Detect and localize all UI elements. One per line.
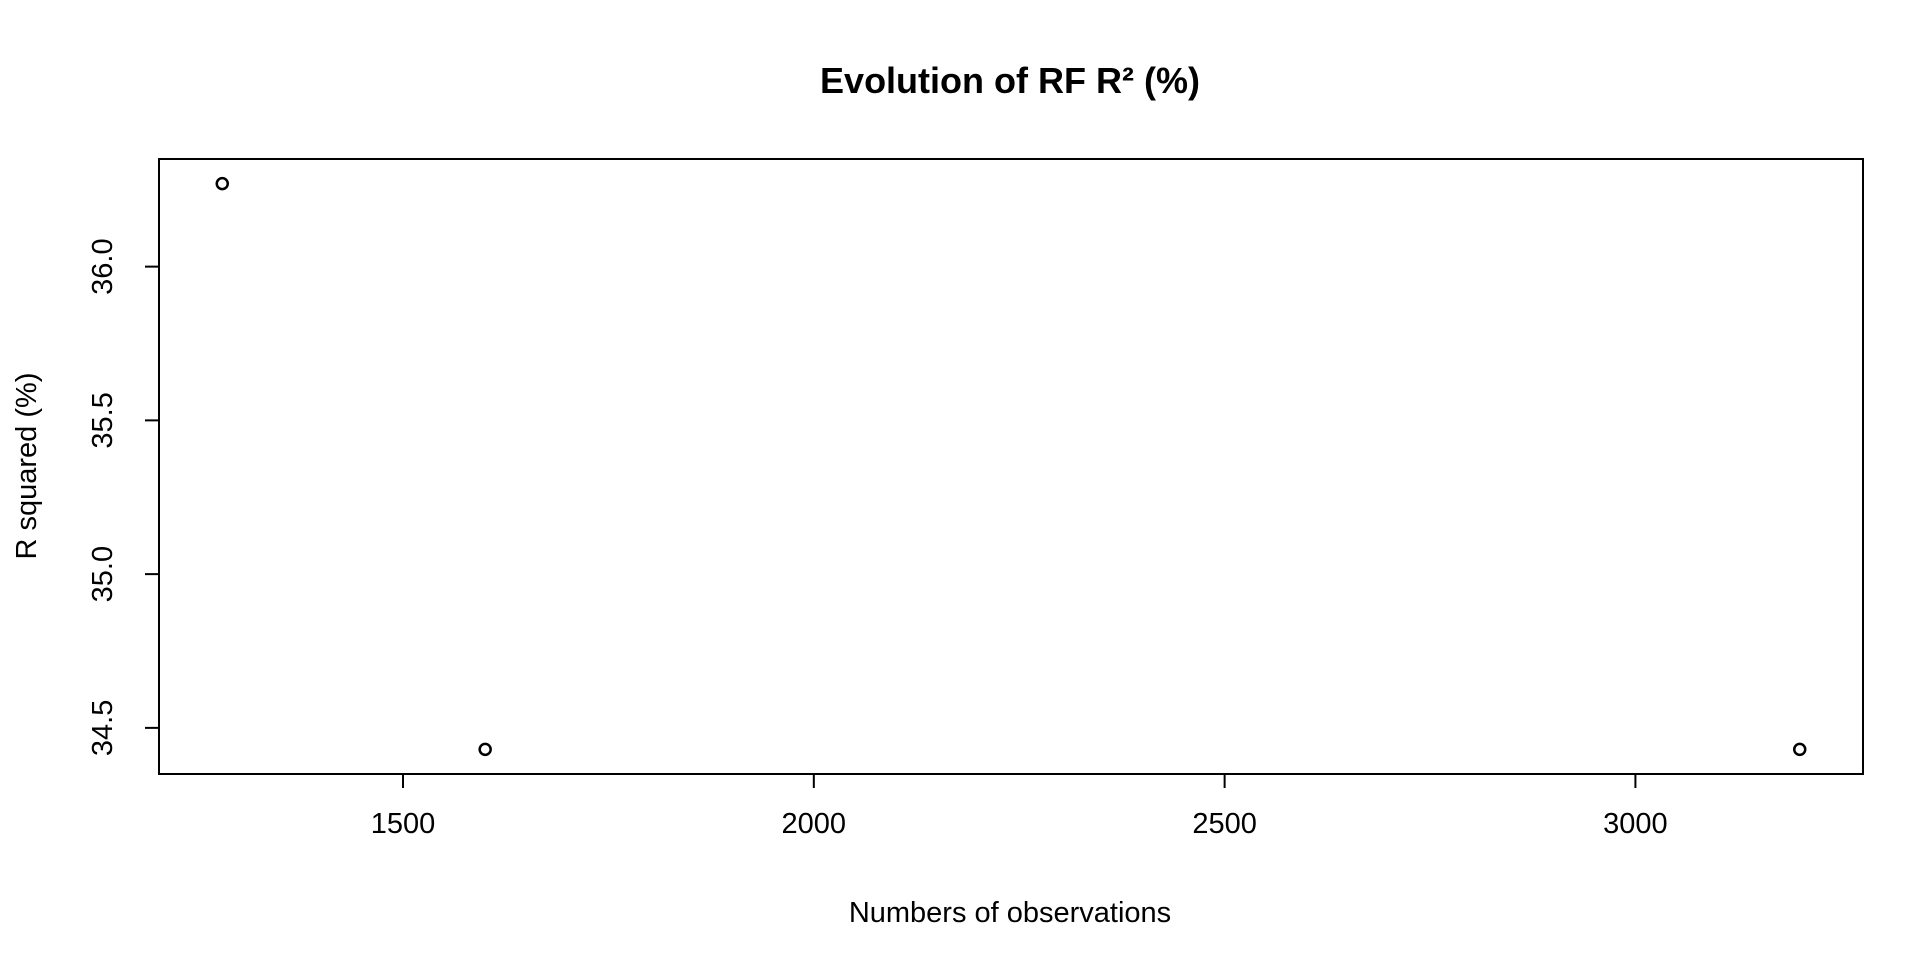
y-tick-label: 35.0: [87, 546, 119, 602]
y-tick-label: 36.0: [87, 238, 119, 294]
x-tick-label: 2000: [782, 808, 847, 840]
x-tick-label: 1500: [371, 808, 436, 840]
x-axis: 1500 2000 2500 3000: [371, 773, 1668, 840]
y-axis: 34.5 35.0 35.5 36.0: [87, 238, 160, 756]
y-tick-label: 34.5: [87, 700, 119, 756]
data-point: [478, 742, 492, 757]
x-tick-label: 2500: [1192, 808, 1257, 840]
data-points: [215, 176, 1807, 757]
data-point: [215, 176, 230, 191]
x-tick-label: 3000: [1603, 808, 1668, 840]
plot-area-frame: [158, 158, 1864, 775]
y-tick-label: 35.5: [87, 392, 119, 448]
chart-title: Evolution of RF R² (%): [820, 60, 1200, 101]
data-point: [1792, 742, 1807, 757]
x-axis-label: Numbers of observations: [849, 897, 1171, 929]
y-axis-label: R squared (%): [11, 373, 43, 560]
